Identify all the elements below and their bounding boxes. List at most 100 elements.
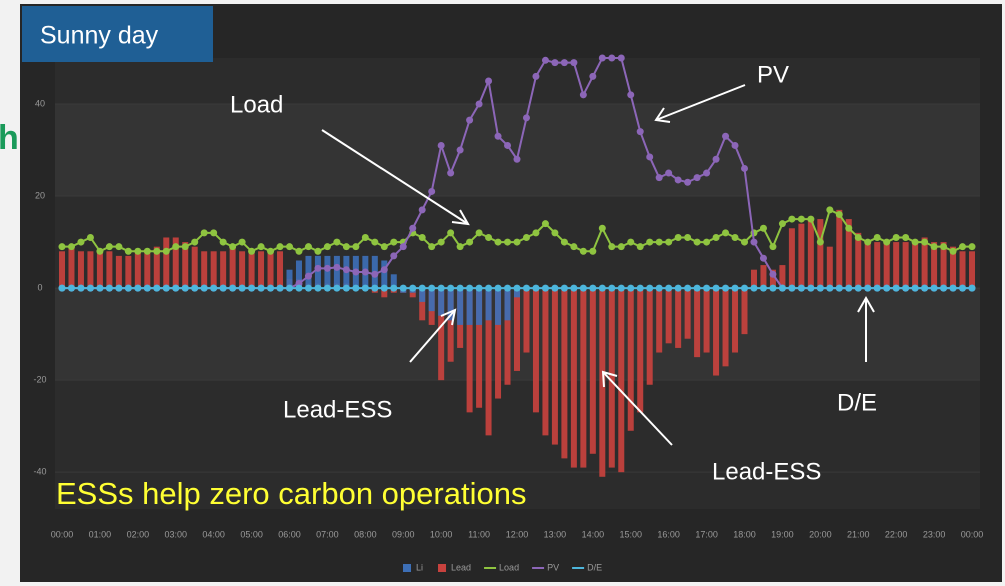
point — [456, 243, 464, 251]
point — [485, 284, 493, 292]
point — [124, 284, 132, 292]
point — [267, 284, 275, 292]
point — [835, 284, 843, 292]
point — [295, 284, 303, 292]
point — [58, 243, 66, 251]
point — [703, 284, 711, 292]
point — [323, 264, 331, 272]
point — [134, 284, 142, 292]
point — [608, 54, 616, 62]
point — [541, 220, 549, 228]
point — [968, 284, 976, 292]
point — [551, 59, 559, 67]
arrowhead — [601, 370, 618, 388]
bar — [893, 242, 900, 289]
point — [153, 284, 161, 292]
point — [485, 77, 493, 85]
bar — [314, 255, 321, 289]
bar — [485, 288, 492, 321]
point — [589, 247, 597, 255]
point — [845, 284, 853, 292]
x-tick-label: 13:00 — [544, 529, 567, 539]
point — [248, 247, 256, 255]
point — [437, 238, 445, 246]
bar — [637, 288, 644, 413]
point — [627, 284, 635, 292]
point — [437, 284, 445, 292]
bar — [732, 288, 739, 353]
annotation: Load — [230, 91, 283, 118]
bar — [153, 246, 160, 289]
point — [447, 229, 455, 237]
point — [504, 141, 512, 149]
arrowhead — [654, 107, 671, 123]
point — [816, 284, 824, 292]
point — [968, 243, 976, 251]
point — [276, 243, 284, 251]
bar — [542, 288, 549, 436]
point — [636, 128, 644, 136]
point — [646, 238, 654, 246]
point — [759, 224, 767, 232]
point — [560, 59, 568, 67]
point — [323, 284, 331, 292]
bar — [267, 251, 274, 289]
bar — [504, 288, 511, 321]
bar — [495, 288, 502, 399]
point — [466, 238, 474, 246]
legend-label: D/E — [587, 562, 602, 572]
point — [636, 243, 644, 251]
point — [703, 238, 711, 246]
point — [352, 243, 360, 251]
arrowhead — [451, 209, 470, 226]
bar — [476, 288, 483, 408]
annotation: D/E — [837, 389, 877, 416]
bar — [741, 288, 748, 335]
point — [428, 243, 436, 251]
point — [712, 233, 720, 241]
point — [371, 238, 379, 246]
point — [532, 284, 540, 292]
point — [598, 54, 606, 62]
point — [617, 284, 625, 292]
point — [940, 284, 948, 292]
point — [418, 206, 426, 214]
point — [902, 284, 910, 292]
bar — [106, 251, 113, 289]
point — [77, 238, 85, 246]
point — [314, 247, 322, 255]
point — [921, 284, 929, 292]
point — [67, 284, 75, 292]
point — [769, 243, 777, 251]
bar — [134, 251, 141, 289]
point — [143, 284, 151, 292]
point — [617, 243, 625, 251]
x-tick-label: 23:00 — [923, 529, 946, 539]
point — [409, 224, 417, 232]
bar — [874, 242, 881, 289]
point — [627, 91, 635, 99]
bar — [87, 251, 94, 289]
bar — [163, 237, 170, 289]
point — [807, 215, 815, 223]
point — [541, 56, 549, 64]
point — [342, 284, 350, 292]
point — [911, 284, 919, 292]
point — [352, 284, 360, 292]
point — [589, 72, 597, 80]
point — [124, 247, 132, 255]
point — [873, 233, 881, 241]
point — [674, 176, 682, 184]
point — [532, 72, 540, 80]
point — [750, 238, 758, 246]
bar — [551, 288, 558, 445]
point — [162, 247, 170, 255]
point — [826, 284, 834, 292]
bar — [125, 255, 132, 289]
point — [115, 243, 123, 251]
point — [769, 284, 777, 292]
bar — [77, 251, 84, 289]
y-tick-label: -40 — [33, 467, 46, 477]
point — [560, 238, 568, 246]
bar — [447, 288, 454, 362]
